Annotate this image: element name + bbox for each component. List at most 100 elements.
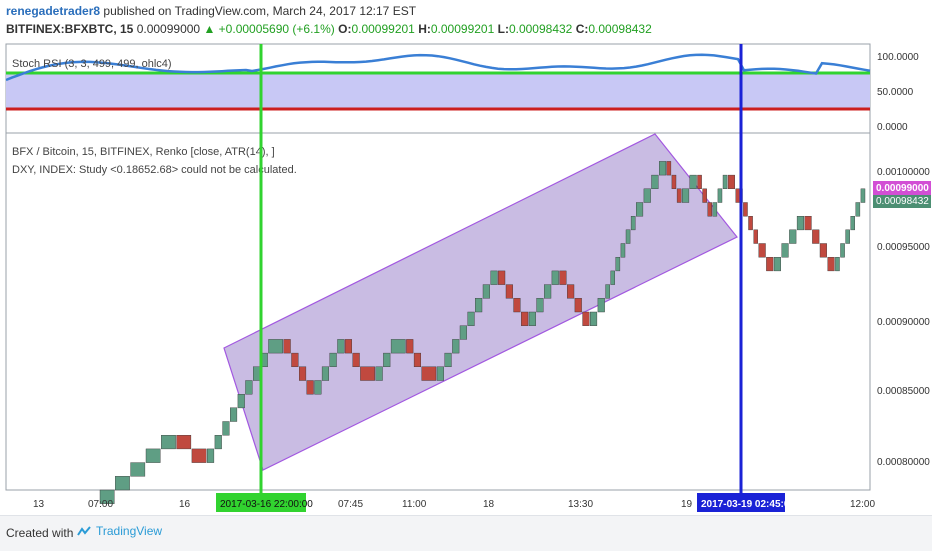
- renko-brick-up: [314, 380, 322, 395]
- renko-brick-down: [191, 448, 207, 463]
- renko-brick-up: [245, 380, 253, 395]
- renko-brick-up: [615, 256, 621, 272]
- renko-brick-up: [659, 161, 667, 176]
- renko-brick-down: [766, 256, 774, 272]
- renko-brick-up: [682, 188, 690, 203]
- renko-brick-down: [567, 284, 575, 299]
- renko-brick-up: [536, 298, 544, 313]
- renko-brick-up: [467, 311, 475, 326]
- renko-bricks: [99, 161, 866, 504]
- close-value: 0.00098432: [588, 22, 652, 36]
- time-tick-0700: 07:00: [88, 499, 113, 510]
- renko-brick-up: [375, 366, 383, 381]
- open-label: O:: [338, 22, 352, 36]
- time-tick-18: 18: [483, 499, 495, 510]
- renko-brick-down: [582, 311, 590, 326]
- renko-brick-down: [743, 202, 748, 217]
- renko-brick-up: [630, 215, 636, 231]
- renko-brick-down: [306, 380, 314, 395]
- renko-brick-up: [717, 188, 723, 203]
- renko-brick-up: [773, 256, 781, 272]
- renko-brick-up: [436, 366, 444, 381]
- renko-brick-down: [753, 229, 759, 244]
- high-label: H:: [418, 22, 431, 36]
- symbol-change: +0.00005690 (+6.1%): [218, 22, 335, 36]
- renko-brick-down: [421, 366, 437, 381]
- renko-brick-down: [666, 161, 672, 176]
- time-tick-16: 16: [179, 499, 191, 510]
- renko-brick-up: [99, 489, 115, 504]
- renko-brick-up: [329, 352, 337, 368]
- renko-brick-up: [459, 325, 467, 340]
- renko-brick-up: [643, 188, 651, 203]
- renko-brick-down: [707, 202, 713, 217]
- renko-brick-up: [528, 311, 536, 326]
- renko-brick-up: [490, 270, 498, 285]
- renko-brick-up: [214, 435, 222, 450]
- footer-bar: Created with TradingView: [0, 515, 932, 551]
- renko-brick-up: [383, 352, 391, 368]
- time-tick-13: 13: [33, 499, 45, 510]
- time-tick-1100: 11:00: [402, 499, 427, 510]
- time-tick-1330: 13:30: [568, 499, 593, 510]
- renko-brick-down: [413, 352, 422, 368]
- renko-brick-down: [574, 298, 582, 313]
- renko-brick-down: [812, 229, 820, 244]
- tradingview-logo[interactable]: TradingView: [76, 524, 162, 538]
- time-tick-1200: 12:00: [850, 499, 875, 510]
- main-title: BFX / Bitcoin, 15, BITFINEX, Renko [clos…: [12, 146, 275, 158]
- renko-brick-down: [727, 174, 735, 190]
- renko-brick-up: [796, 215, 804, 231]
- chart-area[interactable]: Stoch RSI (3, 3, 499, 499, ohlc4) 100.00…: [0, 38, 932, 515]
- author-link[interactable]: renegadetrader8: [6, 4, 101, 18]
- renko-brick-up: [161, 435, 176, 450]
- second-price-tag: [873, 194, 931, 208]
- time-tick-19: 19: [681, 499, 693, 510]
- symbol-price: 0.00099000: [136, 22, 201, 36]
- last-price-tag: [873, 181, 931, 195]
- renko-brick-up: [835, 256, 840, 272]
- renko-brick-up: [475, 298, 483, 313]
- renko-brick-up: [860, 188, 866, 203]
- published-text: published on TradingView.com, March 24, …: [103, 4, 417, 18]
- tradingview-cloud-icon: [77, 526, 91, 536]
- renko-brick-up: [636, 202, 644, 217]
- renko-brick-down: [344, 339, 353, 354]
- up-arrow-icon: ▲: [203, 22, 216, 36]
- renko-brick-up: [252, 366, 261, 381]
- renko-brick-up: [850, 215, 856, 231]
- publish-info: renegadetrader8 published on TradingView…: [6, 4, 416, 18]
- renko-brick-down: [702, 188, 707, 203]
- price-tick-5: 0.00080000: [877, 457, 930, 468]
- price-tick-1: 0.00100000: [877, 167, 930, 178]
- last-price-label: 0.00099000: [876, 183, 929, 194]
- renko-brick-up: [321, 366, 330, 381]
- renko-brick-up: [268, 339, 284, 354]
- green-marker-label: 2017-03-16 22:00:00: [220, 499, 313, 510]
- blue-marker-tag: [697, 493, 785, 512]
- renko-brick-up: [206, 448, 215, 463]
- low-label: L:: [497, 22, 509, 36]
- renko-brick-up: [444, 352, 452, 368]
- renko-brick-up: [229, 407, 238, 422]
- renko-brick-up: [789, 229, 797, 244]
- stoch-tick-100: 100.0000: [877, 52, 919, 63]
- study-warning: DXY, INDEX: Study <0.18652.68> could not…: [12, 164, 297, 176]
- second-price-label: 0.00098432: [876, 196, 929, 207]
- time-tick-0745: 07:45: [338, 499, 363, 510]
- renko-brick-down: [360, 366, 375, 381]
- stoch-rsi-line: [5, 53, 871, 82]
- renko-brick-up: [625, 229, 631, 244]
- renko-brick-up: [712, 202, 718, 217]
- renko-brick-down: [748, 215, 753, 231]
- blue-marker-label: 2017-03-19 02:45:00: [701, 499, 795, 510]
- renko-brick-down: [804, 215, 812, 231]
- renko-brick-down: [299, 366, 307, 381]
- renko-brick-down: [676, 188, 682, 203]
- stoch-title: Stoch RSI (3, 3, 499, 499, ohlc4): [12, 58, 172, 70]
- renko-brick-down: [406, 339, 414, 354]
- high-value: 0.00099201: [430, 22, 495, 36]
- renko-brick-up: [605, 284, 610, 299]
- close-label: C:: [575, 22, 589, 36]
- renko-brick-up: [145, 448, 161, 463]
